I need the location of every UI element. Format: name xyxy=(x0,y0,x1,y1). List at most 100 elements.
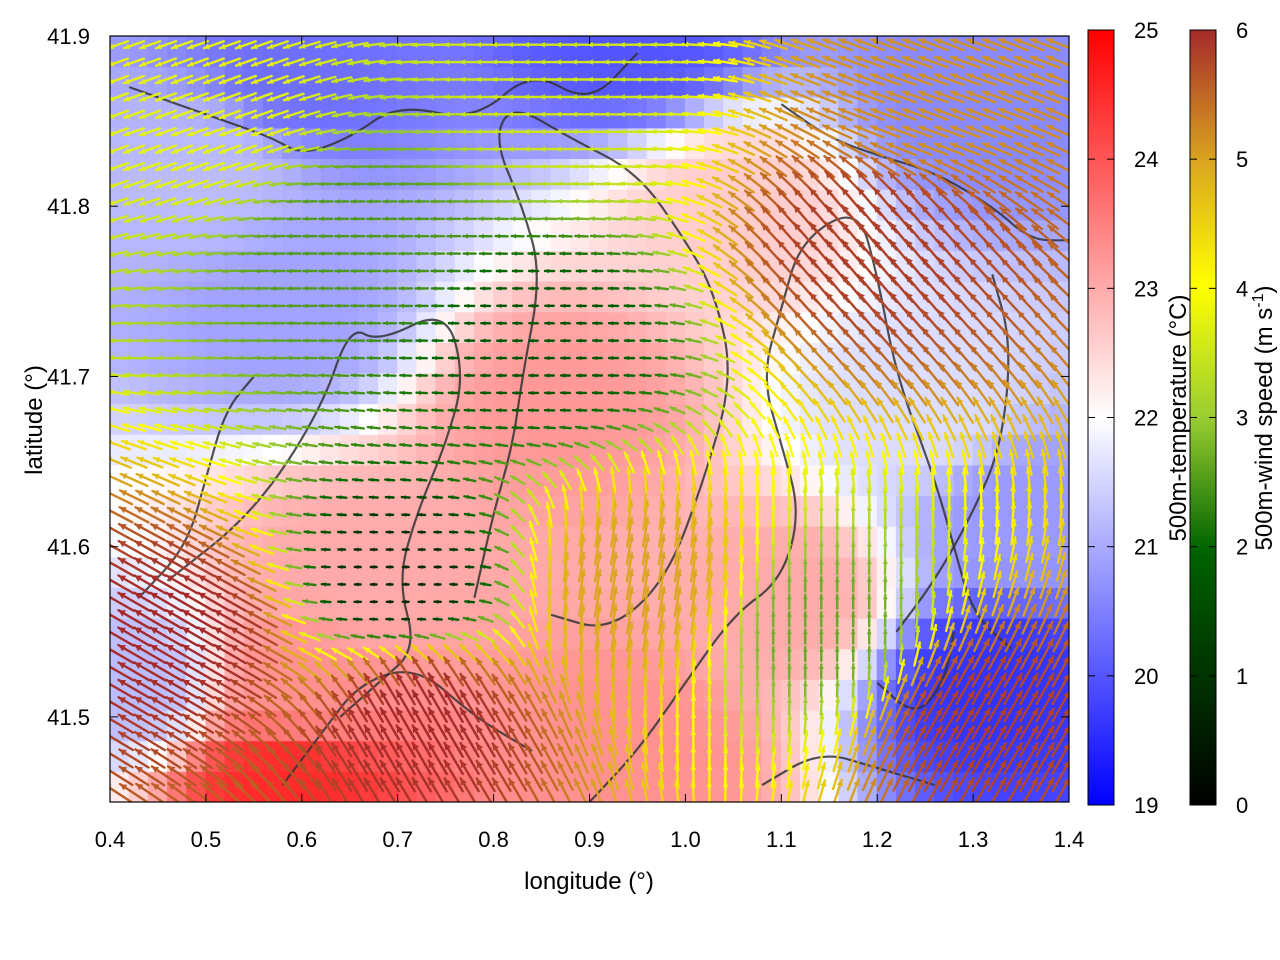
temperature-cell xyxy=(876,96,897,129)
wind-vector xyxy=(117,713,151,734)
temperature-cell xyxy=(378,280,399,313)
temperature-cell xyxy=(128,311,149,343)
temperature-cell xyxy=(761,433,782,466)
temperature-cell xyxy=(378,188,399,221)
terrain-contour-line xyxy=(473,111,729,627)
wind-vector xyxy=(139,389,161,396)
temperature-cell xyxy=(780,403,801,435)
terrain-contour-line xyxy=(780,103,1069,242)
temperature-cell xyxy=(397,617,418,650)
temperature-cell xyxy=(186,311,207,343)
temperature-cell xyxy=(838,525,859,558)
temperature-cell xyxy=(243,280,264,313)
temperature-cell xyxy=(205,188,226,221)
temperature-cell xyxy=(493,127,514,160)
temperature-cell xyxy=(435,587,456,619)
temperature-cell xyxy=(550,740,571,772)
temperature-cell xyxy=(646,249,667,282)
temperature-colorbar: 19 20 21 22 23 24 25 500m-temperature (°C) xyxy=(1087,18,1192,818)
wind-vector xyxy=(135,472,165,487)
temperature-cell xyxy=(358,495,380,527)
temperature-cell xyxy=(608,249,629,282)
temperature-cell xyxy=(282,249,303,282)
colorbar-tick-label: 23 xyxy=(1134,276,1158,301)
temperature-cell xyxy=(972,403,993,435)
temperature-cell xyxy=(301,372,322,405)
x-tick-label: 0.8 xyxy=(478,827,509,852)
temperature-cell xyxy=(1010,341,1032,374)
temperature-cell xyxy=(454,464,475,497)
terrain-contour-line xyxy=(588,216,1013,802)
temperature-cell xyxy=(780,372,801,405)
temperature-cell xyxy=(512,66,533,98)
temperature-cell xyxy=(339,249,360,282)
temperature-cell xyxy=(780,525,801,558)
temperature-cell xyxy=(339,587,360,619)
temperature-cell xyxy=(473,280,495,313)
temperature-cell xyxy=(320,525,341,558)
temperature-cell xyxy=(550,464,571,497)
temperature-cell xyxy=(512,372,533,405)
temperature-cell xyxy=(550,403,571,435)
wind-vector xyxy=(136,456,164,469)
wind-vector xyxy=(118,782,149,802)
temperature-cell xyxy=(569,249,590,282)
temperature-cell xyxy=(895,249,917,282)
temperature-cell xyxy=(301,495,322,527)
wind-vector xyxy=(110,126,130,137)
temperature-cell xyxy=(339,433,360,466)
temperature-cell xyxy=(531,96,552,129)
temperature-cell xyxy=(608,372,629,405)
temperature-cell xyxy=(819,433,840,466)
wind-vector xyxy=(123,197,145,206)
wind-vector xyxy=(110,303,129,309)
temperature-cell xyxy=(205,66,226,98)
temperature-cell xyxy=(838,740,859,772)
temperature-cell xyxy=(397,495,418,527)
colorbar-tick-label: 22 xyxy=(1134,406,1158,431)
wind-vector xyxy=(110,250,129,258)
temperature-cell xyxy=(454,495,475,527)
temperature-cell xyxy=(512,587,533,619)
temperature-cell xyxy=(473,66,495,98)
temperature-cell xyxy=(991,96,1012,129)
wind-vector xyxy=(123,268,145,275)
temperature-cell xyxy=(473,617,495,650)
temperature-cell xyxy=(799,678,821,711)
temperature-cell xyxy=(646,678,667,711)
temperature-cell xyxy=(358,403,380,435)
temperature-cell xyxy=(358,556,380,589)
temperature-cell xyxy=(934,311,955,343)
temperature-cell xyxy=(473,311,495,343)
colorbar-tick-label: 4 xyxy=(1236,276,1248,301)
wind-vector xyxy=(133,678,167,699)
wind-vector xyxy=(124,286,144,292)
wind-vector xyxy=(122,179,146,189)
temperature-cell xyxy=(704,495,725,527)
temperature-cell xyxy=(665,249,686,282)
temperature-cell xyxy=(761,740,782,772)
temperature-cell xyxy=(378,525,399,558)
temperature-cell xyxy=(339,280,360,313)
wind-vector xyxy=(119,472,149,488)
temperature-cell xyxy=(167,249,188,282)
temperature-cell xyxy=(435,311,456,343)
temperature-cell xyxy=(435,249,456,282)
temperature-cell xyxy=(167,311,188,343)
temperature-cell xyxy=(493,66,514,98)
temperature-cell xyxy=(416,617,437,650)
temperature-cell xyxy=(953,648,974,680)
temperature-cell xyxy=(435,495,456,527)
temperature-cell xyxy=(550,249,571,282)
temperature-cell xyxy=(550,433,571,466)
temperature-cell xyxy=(761,280,782,313)
temperature-cell xyxy=(435,96,456,129)
temperature-cell xyxy=(627,311,648,343)
temperature-cell xyxy=(186,249,207,282)
temperature-cell xyxy=(454,249,475,282)
terrain-contour-line xyxy=(281,671,533,786)
temperature-cell xyxy=(358,372,380,405)
wind-vector xyxy=(133,574,167,595)
temperature-cell xyxy=(569,66,590,98)
temperature-cell xyxy=(589,66,610,98)
